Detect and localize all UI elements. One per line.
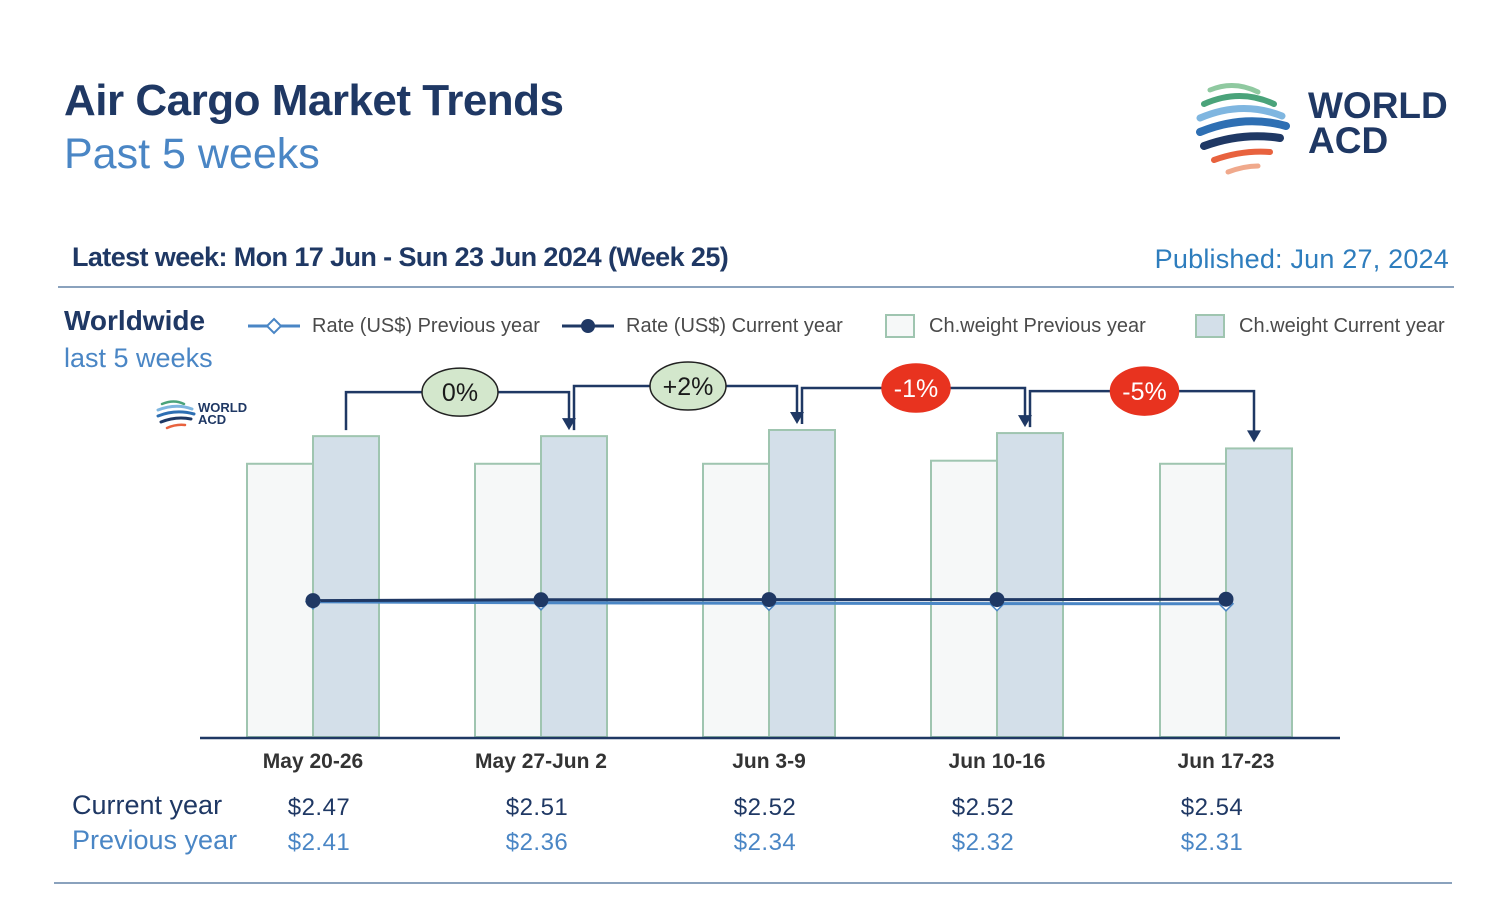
change-badge (881, 363, 951, 413)
current-rate-value: $2.54 (1180, 794, 1244, 821)
change-badge-label: -5% (1122, 378, 1166, 406)
watermark-wordmark: WORLD ACD (198, 400, 248, 427)
arrow-head-icon (1247, 430, 1261, 443)
x-tick-label: Jun 3-9 (732, 750, 806, 773)
weight-bar-current-year (768, 429, 836, 738)
arrow-head-icon (562, 418, 576, 431)
weight-bar-previous-year (246, 462, 314, 738)
previous-rate-value: $2.41 (287, 829, 351, 856)
watermark-line-2: ACD (198, 412, 227, 427)
current-rate-value: $2.51 (505, 794, 569, 821)
weight-bar-current-year (312, 435, 380, 738)
weight-bar-current-year (1225, 447, 1293, 738)
weight-bar-current-year (540, 435, 608, 738)
legend-rate-previous: Rate (US$) Previous year (248, 312, 540, 340)
current-rate-value: $2.47 (287, 794, 351, 821)
rate-point-current-year (989, 592, 1005, 608)
legend-weight-previous: Ch.weight Previous year (885, 312, 1146, 340)
previous-rate-value: $2.32 (951, 829, 1015, 856)
latest-week-label: Latest week: Mon 17 Jun - Sun 23 Jun 202… (72, 242, 729, 272)
open-diamond-line-icon (248, 317, 300, 335)
legend-rate-current: Rate (US$) Current year (562, 312, 843, 340)
current-rate-value: $2.52 (951, 794, 1015, 821)
legend-label: Rate (US$) Current year (626, 314, 843, 337)
rate-point-current-year (761, 592, 777, 608)
page-title: Air Cargo Market Trends (64, 76, 564, 125)
shaded-box-icon (1195, 314, 1225, 338)
logo-wordmark: WORLD ACD (1308, 85, 1448, 161)
rate-point-current-year (533, 592, 549, 608)
period-label: last 5 weeks (64, 343, 213, 373)
change-badge (649, 361, 727, 411)
previous-rate-value: $2.31 (1180, 829, 1244, 856)
x-tick-label: Jun 10-16 (949, 750, 1046, 773)
change-badge-label: +2% (663, 373, 714, 401)
legend-weight-current: Ch.weight Current year (1195, 312, 1445, 340)
filled-dot-line-icon (562, 319, 614, 333)
legend-label: Ch.weight Current year (1239, 314, 1445, 337)
previous-rate-value: $2.34 (733, 829, 797, 856)
change-badge-label: -1% (894, 375, 938, 403)
footer-divider (54, 882, 1452, 884)
weight-bar-current-year (996, 432, 1064, 738)
arrow-head-icon (790, 412, 804, 424)
current-year-row-label: Current year (72, 790, 223, 820)
world-acd-watermark: WORLD ACD (156, 398, 266, 432)
logo-line-2: ACD (1308, 120, 1389, 161)
legend-label: Ch.weight Previous year (929, 314, 1146, 337)
page-subtitle: Past 5 weeks (64, 130, 320, 178)
rate-point-current-year (305, 593, 321, 609)
x-tick-label: Jun 17-23 (1178, 750, 1275, 773)
world-acd-logo: WORLD ACD (1196, 78, 1458, 182)
globe-stripes-icon (156, 400, 196, 430)
previous-year-row-label: Previous year (72, 825, 238, 855)
x-tick-label: May 27-Jun 2 (475, 750, 607, 773)
watermark-line-1: WORLD (198, 400, 248, 415)
change-badge-label: 0% (442, 379, 478, 407)
region-label: Worldwide (64, 305, 206, 336)
globe-stripes-icon (1196, 83, 1290, 175)
x-tick-label: May 20-26 (263, 750, 363, 773)
light-box-icon (885, 314, 915, 338)
arrow-head-icon (1018, 415, 1032, 428)
logo-line-1: WORLD (1308, 85, 1448, 126)
change-badge (1109, 366, 1180, 416)
legend-label: Rate (US$) Previous year (312, 314, 540, 337)
current-rate-value: $2.52 (733, 794, 797, 821)
header-divider (58, 286, 1454, 288)
change-badge (421, 367, 499, 417)
published-date: Published: Jun 27, 2024 (1154, 244, 1449, 274)
previous-rate-value: $2.36 (505, 829, 569, 856)
rate-point-current-year (1218, 591, 1234, 607)
